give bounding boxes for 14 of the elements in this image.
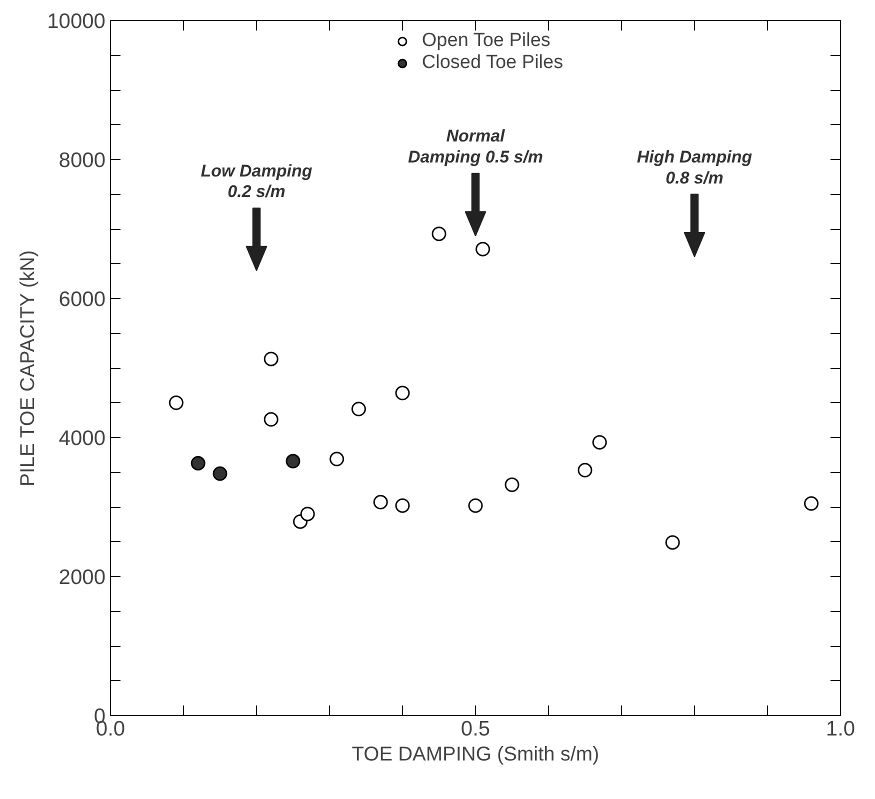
y-axis-title: PILE TOE CAPACITY (kN) <box>17 250 40 487</box>
y-tick-label: 8000 <box>58 149 106 172</box>
x-tick-label: 1.0 <box>826 718 856 740</box>
legend-label: Open Toe Piles <box>422 30 550 52</box>
y-tick-label: 4000 <box>58 427 106 450</box>
annotation: Low Damping 0.2 s/m <box>200 161 313 202</box>
y-tick-label: 6000 <box>58 288 106 311</box>
legend-label: Closed Toe Piles <box>422 52 564 74</box>
annotation: Normal Damping 0.5 s/m <box>408 126 544 166</box>
x-tick-label: 0.5 <box>460 718 490 740</box>
x-axis-title: TOE DAMPING (Smith s/m) <box>352 744 600 766</box>
annotation: High Damping 0.8 s/m <box>636 147 753 188</box>
y-tick-label: 10000 <box>47 10 106 33</box>
y-tick-label: 2000 <box>58 566 106 589</box>
